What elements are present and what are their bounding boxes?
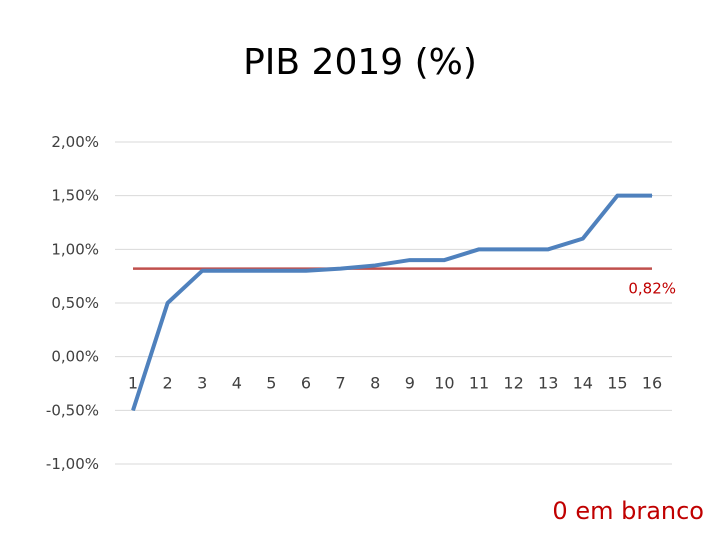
reference-line-label: 0,82%: [628, 280, 676, 298]
data-point: [409, 259, 411, 261]
x-tick-label: 6: [301, 374, 311, 393]
data-point: [340, 268, 342, 270]
x-tick-label: 12: [503, 374, 523, 393]
y-tick-label: 1,00%: [51, 240, 99, 258]
x-tick-label: 7: [336, 374, 346, 393]
x-tick-label: 13: [538, 374, 558, 393]
series-line: [131, 193, 652, 411]
y-axis-ticks: 2,00% 1,50% 1,00% 0,50% 0,00% -0,50% -1,00%: [46, 133, 99, 473]
gridlines: [115, 141, 672, 465]
data-point: [270, 270, 272, 272]
x-tick-label: 5: [266, 374, 276, 393]
data-point: [201, 270, 203, 272]
data-point: [236, 270, 238, 272]
data-point: [374, 264, 376, 266]
data-point: [547, 248, 549, 250]
y-tick-label: 0,00%: [51, 348, 99, 366]
x-tick-label: 2: [163, 374, 173, 393]
x-tick-label: 9: [405, 374, 415, 393]
x-tick-label: 16: [642, 374, 662, 393]
data-point: [478, 248, 480, 250]
data-point: [513, 248, 515, 250]
data-point: [582, 238, 584, 240]
reference-line-group: 0,82%: [133, 267, 676, 298]
data-point: [616, 195, 618, 197]
y-tick-label: 0,50%: [51, 294, 99, 312]
data-point: [651, 195, 653, 197]
chart-title: PIB 2019 (%): [243, 42, 477, 83]
x-tick-label: 1: [128, 374, 138, 393]
y-tick-label: -0,50%: [46, 401, 99, 419]
x-tick-label: 8: [370, 374, 380, 393]
data-point: [443, 259, 445, 261]
x-axis-ticks: 1 2 3 4 5 6 7 8 9 10 11 12 13 14 15 16: [128, 374, 662, 393]
data-point: [167, 302, 169, 304]
series-group: [131, 193, 653, 411]
x-tick-label: 4: [232, 374, 242, 393]
data-point: [305, 270, 307, 272]
x-tick-label: 14: [573, 374, 593, 393]
x-tick-label: 15: [607, 374, 627, 393]
x-tick-label: 11: [469, 374, 489, 393]
y-tick-label: 1,50%: [51, 187, 99, 205]
x-tick-label: 3: [197, 374, 207, 393]
data-point: [132, 409, 134, 411]
x-tick-label: 10: [434, 374, 454, 393]
footnote-note: 0 em branco: [552, 497, 704, 525]
y-tick-label: -1,00%: [46, 455, 99, 473]
y-tick-label: 2,00%: [51, 133, 99, 151]
